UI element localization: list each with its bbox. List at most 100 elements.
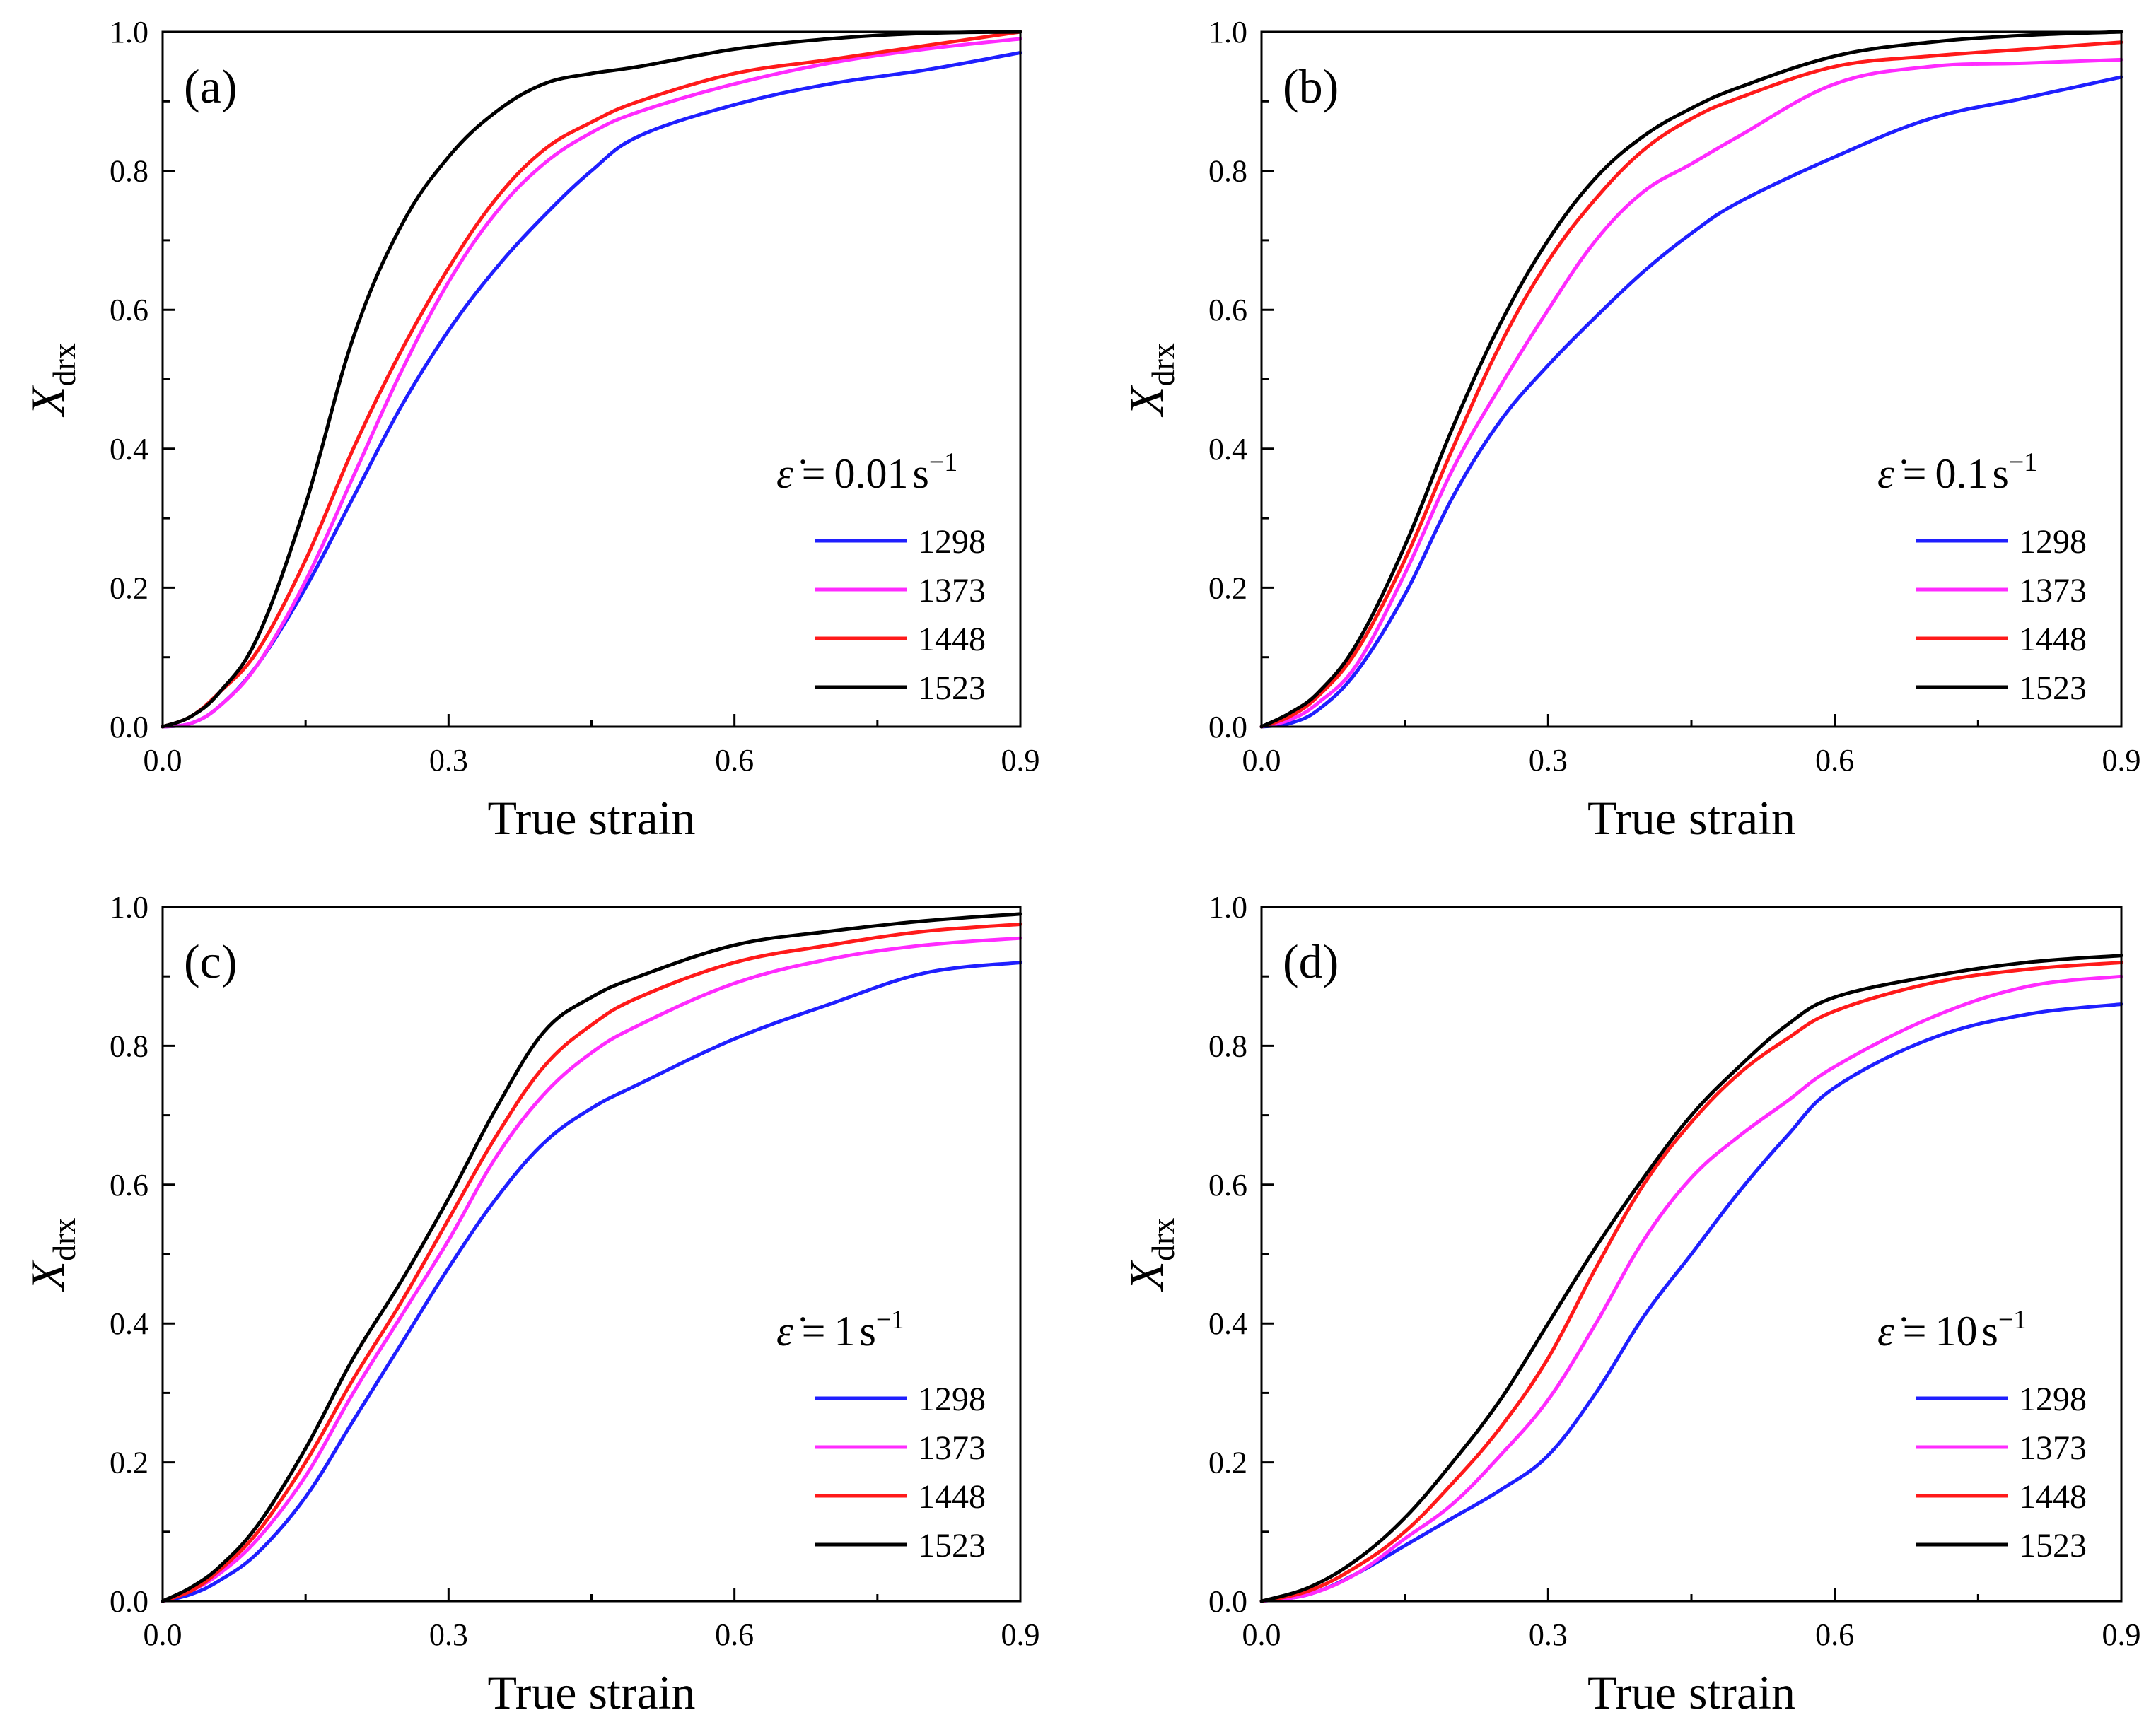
y-tick-label: 0.4 [110,432,148,467]
strain-rate-label: ε̇ = 0.01 s−1 [776,447,957,497]
y-tick-label: 1.0 [1208,15,1247,49]
strain-rate-equals: = [1903,1308,1927,1354]
y-tick-label: 0.2 [1208,570,1247,605]
series-line-1523 [1259,30,2123,729]
x-axis-title: True strain [1587,1665,1795,1719]
x-tick-label: 0.3 [1529,1617,1568,1652]
y-tick-label: 0.6 [110,1168,148,1202]
legend-item-1523: 1523 [815,669,986,707]
legend-label: 1523 [2019,669,2087,707]
legend-item-1448: 1448 [815,1478,986,1516]
legend-item-1448: 1448 [1916,621,2087,658]
y-tick-label: 1.0 [1208,890,1247,925]
y-tick-label: 0.2 [110,1446,148,1480]
legend-item-1298: 1298 [1916,523,2087,561]
y-tick-label: 0.6 [1208,293,1247,327]
legend-item-1298: 1298 [815,523,986,561]
strain-rate-value: 1 [834,1308,856,1354]
x-tick-label: 0.0 [1242,1617,1281,1652]
panel-label: (a) [184,59,237,113]
y-tick-label: 0.0 [1208,710,1247,744]
strain-rate-exponent: −1 [876,1305,904,1335]
y-tick-label: 0.8 [110,1029,148,1063]
y-axis-title-main: X [1119,385,1173,418]
y-axis-title-main: X [21,1259,74,1292]
legend-item-1298: 1298 [815,1381,986,1418]
series-line-1298 [161,50,1022,729]
x-tick-label: 0.0 [144,1617,182,1652]
y-tick-label: 0.6 [110,293,148,327]
legend-item-1373: 1373 [1916,1429,2087,1467]
series-line-1298 [161,961,1022,1603]
strain-rate-label: ε̇ = 10 s−1 [1877,1305,2027,1354]
y-tick-label: 0.4 [1208,432,1247,467]
legend-label: 1523 [2019,1527,2087,1564]
legend-label: 1298 [2019,1381,2087,1418]
panel-b: 0.0 0.3 0.6 0.9 0.0 0.2 0.4 0.6 0.8 1.0 True strai… [1119,15,2141,845]
x-tick-label: 0.6 [1815,743,1854,778]
legend-label: 1523 [918,669,986,707]
x-tick-label: 0.9 [2102,1617,2141,1652]
strain-rate-unit: s [860,1308,876,1354]
legend-label: 1448 [918,621,986,658]
series-line-1298 [1259,75,2123,729]
series-line-1523 [161,30,1022,729]
strain-rate-exponent: −1 [929,447,957,477]
y-tick-label: 0.4 [1208,1306,1247,1341]
x-tick-label: 0.0 [144,743,182,778]
strain-rate-equals: = [1903,450,1927,497]
strain-rate-exponent: −1 [1998,1305,2027,1335]
y-axis-title-main: X [1119,1259,1173,1292]
legend-item-1448: 1448 [815,621,986,658]
x-axis-title: True strain [1587,791,1795,845]
legend-label: 1373 [2019,572,2087,609]
y-axis-title: Xdrx [1119,343,1181,418]
x-tick-label: 0.6 [1815,1617,1854,1652]
x-tick-label: 0.9 [1001,1617,1040,1652]
panel-label: (d) [1283,935,1339,988]
strain-rate-unit: s [913,450,929,497]
series-line-1448 [1259,40,2123,729]
strain-rate-value: 10 [1935,1308,1978,1354]
legend-item-1523: 1523 [815,1527,986,1564]
y-tick-label: 0.4 [110,1306,148,1341]
plot-frame [161,30,1022,728]
x-tick-label: 0.3 [429,1617,468,1652]
strain-rate-equals: = [802,1308,826,1354]
series-line-1448 [161,923,1022,1603]
legend-label: 1298 [918,1381,986,1418]
panel-a: 0.0 0.3 0.6 0.9 0.0 0.2 0.4 0.6 0.8 1.0 True strai… [21,15,1040,845]
series-line-1448 [1259,961,2123,1603]
legend-label: 1448 [2019,621,2087,658]
y-tick-label: 1.0 [110,15,148,49]
y-axis-title-sub: drx [1145,1218,1181,1261]
strain-rate-equals: = [802,450,826,497]
series-line-1373 [161,37,1022,729]
series-line-1523 [1259,954,2123,1603]
legend-label: 1373 [918,572,986,609]
legend-label: 1298 [2019,523,2087,561]
x-axis-title: True strain [487,1665,695,1719]
strain-rate-exponent: −1 [2009,447,2037,477]
strain-rate-symbol: ε̇ [776,450,805,497]
y-axis-title: Xdrx [21,343,82,418]
x-axis-title: True strain [487,791,695,845]
legend-label: 1523 [918,1527,986,1564]
series-line-1298 [1259,1002,2123,1603]
y-axis-title-sub: drx [46,343,82,386]
strain-rate-symbol: ε̇ [1877,1308,1906,1354]
y-axis-title: Xdrx [21,1218,82,1293]
legend-label: 1448 [2019,1478,2087,1516]
y-tick-label: 0.8 [110,154,148,189]
series-line-1523 [161,912,1022,1603]
y-tick-label: 0.0 [110,1584,148,1619]
x-tick-label: 0.6 [715,1617,754,1652]
series-line-1448 [161,30,1022,729]
panel-label: (b) [1283,59,1339,113]
y-axis-title-sub: drx [1145,343,1181,386]
legend-item-1373: 1373 [815,572,986,609]
y-tick-label: 1.0 [110,890,148,925]
strain-rate-symbol: ε̇ [776,1308,805,1354]
panel-d: 0.0 0.3 0.6 0.9 0.0 0.2 0.4 0.6 0.8 1.0 True strai… [1119,890,2141,1719]
